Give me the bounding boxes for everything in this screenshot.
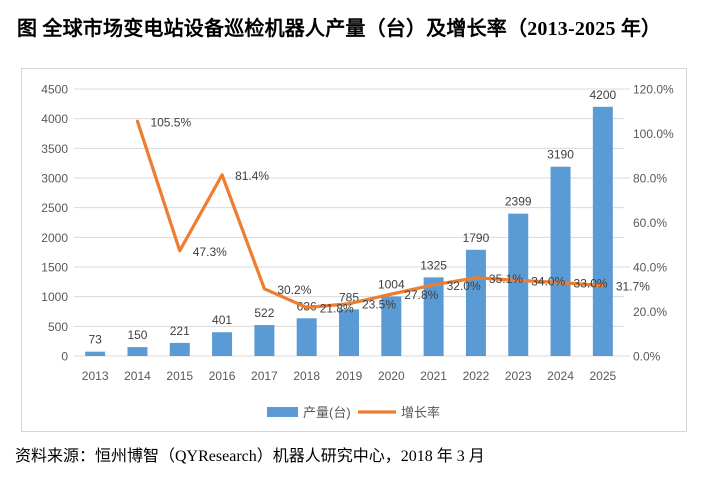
left-axis-tick-label: 3500 (41, 142, 68, 156)
x-axis-tick-label: 2013 (82, 369, 109, 383)
production-bar (339, 309, 359, 356)
x-axis-tick-label: 2017 (251, 369, 278, 383)
growth-rate-line (135, 119, 605, 310)
bar-value-label: 150 (127, 328, 147, 342)
production-bar (127, 347, 148, 356)
production-bar (550, 166, 571, 356)
production-bar (254, 325, 275, 356)
production-bar (381, 296, 402, 356)
right-axis-tick-label: 100.0% (633, 127, 674, 141)
x-axis-tick-label: 2020 (378, 369, 405, 383)
x-axis-tick-label: 2022 (463, 369, 490, 383)
growth-rate-label: 21.8% (320, 301, 354, 315)
x-axis-tick-label: 2023 (505, 369, 532, 383)
bar-value-label: 401 (212, 313, 232, 327)
legend-bar-swatch (267, 407, 298, 417)
figure-title: 图 全球市场变电站设备巡检机器人产量（台）及增长率（2013-2025 年） (17, 18, 662, 40)
x-axis-tick-label: 2025 (589, 369, 616, 383)
bar-value-label: 1325 (420, 258, 447, 272)
left-axis-tick-label: 3000 (41, 172, 68, 186)
x-axis-tick-label: 2014 (124, 369, 151, 383)
bar-value-label: 73 (88, 333, 102, 347)
x-axis-tick-label: 2016 (209, 369, 236, 383)
left-axis-tick-label: 0 (61, 350, 68, 364)
right-axis-tick-label: 0.0% (633, 350, 661, 364)
combo-chart: 0 500 1000 1500 2000 2500 3000 3500 4000 4500 0.0%… (41, 83, 674, 421)
growth-rate-label: 35.1% (489, 272, 523, 286)
growth-rate-label: 34.0% (531, 274, 565, 288)
production-bar (423, 277, 444, 356)
right-axis-tick-label: 120.0% (633, 83, 674, 97)
growth-rate-label: 105.5% (150, 115, 191, 129)
production-bar (169, 342, 190, 356)
legend-bar-label: 产量(台) (303, 405, 351, 420)
bar-value-label: 3190 (547, 148, 574, 162)
bar-value-label: 1004 (378, 277, 405, 291)
right-axis-tick-label: 40.0% (633, 261, 667, 275)
growth-rate-label: 33.0% (574, 277, 608, 291)
left-axis-tick-label: 4500 (41, 83, 68, 97)
right-axis-tick-label: 60.0% (633, 216, 667, 230)
left-axis-tick-label: 4000 (41, 112, 68, 126)
left-axis-tick-label: 500 (48, 320, 68, 334)
right-axis-tick-label: 80.0% (633, 172, 667, 186)
source-note: 资料来源：恒州博智（QYResearch）机器人研究中心，2018 年 3 月 (15, 448, 485, 465)
production-bar (212, 332, 233, 356)
right-axis-tick-label: 20.0% (633, 305, 667, 319)
x-axis-tick-label: 2018 (293, 369, 320, 383)
chart-frame: 0 500 1000 1500 2000 2500 3000 3500 4000 4500 0.0%… (21, 68, 687, 432)
bar-value-label: 2399 (505, 195, 532, 209)
legend-line-label: 增长率 (401, 405, 440, 420)
x-axis-tick-label: 2024 (547, 369, 574, 383)
production-bar (465, 249, 486, 356)
growth-rate-label: 47.3% (193, 245, 227, 259)
bar-value-label: 1790 (463, 231, 490, 245)
x-axis-tick-label: 2015 (166, 369, 193, 383)
growth-rate-label: 32.0% (447, 279, 481, 293)
production-bar (592, 106, 613, 356)
left-axis-tick-label: 1000 (41, 290, 68, 304)
growth-rate-label: 23.5% (362, 298, 396, 312)
left-axis-tick-label: 2000 (41, 231, 68, 245)
production-bar (85, 351, 106, 356)
production-bar (296, 318, 317, 356)
growth-rate-label: 81.4% (235, 169, 269, 183)
left-axis-tick-label: 2500 (41, 201, 68, 215)
bar-value-label: 4200 (589, 88, 616, 102)
left-axis-tick-label: 1500 (41, 261, 68, 275)
production-bar (508, 213, 529, 356)
growth-rate-label: 31.7% (616, 279, 650, 293)
growth-rate-label: 27.8% (404, 288, 438, 302)
x-axis-tick-label: 2019 (336, 369, 363, 383)
bar-value-label: 221 (170, 324, 190, 338)
x-axis-tick-label: 2021 (420, 369, 447, 383)
bar-value-label: 522 (254, 306, 274, 320)
growth-rate-label: 30.2% (277, 283, 311, 297)
